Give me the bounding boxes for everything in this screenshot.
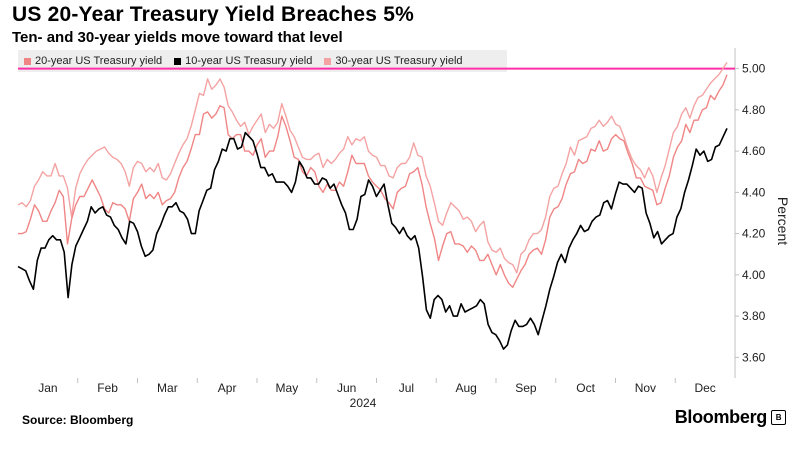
chart-subtitle: Ten- and 30-year yields move toward that… [12,29,343,46]
x-tick-label: May [276,381,299,395]
chart-title: US 20-Year Treasury Yield Breaches 5% [12,3,414,26]
y-axis-label: Percent [775,197,791,245]
x-tick-label: Jun [337,381,356,395]
series-line-twenty [18,74,728,288]
y-tick-label: 3.60 [742,350,766,364]
legend-item-10-year: 10-year US Treasury yield [174,55,312,67]
x-tick-label: Sep [515,381,537,395]
legend-label-20-year: 20-year US Treasury yield [35,55,163,67]
x-tick-label: Jan [38,381,57,395]
legend-swatch-30-year [324,57,332,65]
bloomberg-logo: Bloomberg B [675,407,786,428]
source-note: Source: Bloomberg [22,413,134,427]
legend-item-20-year: 20-year US Treasury yield [24,55,162,67]
x-tick-label: Nov [635,381,656,395]
brand-text: Bloomberg [674,407,768,427]
x-year-label: 2024 [350,396,377,410]
x-tick-label: Apr [218,381,237,395]
y-tick-label: 4.20 [742,227,766,241]
y-tick-label: 5.00 [742,62,766,76]
x-tick-label: Jul [399,381,414,395]
x-tick-label: Feb [97,381,118,395]
legend-item-30-year: 30-year US Treasury yield [324,55,463,67]
x-tick-label: Aug [455,381,476,395]
x-tick-label: Dec [694,381,715,395]
legend-swatch-20-year [24,57,31,65]
x-tick-label: Oct [576,381,595,395]
legend: 20-year US Treasury yield 10-year US Tre… [18,50,507,72]
legend-swatch-10-year [174,57,182,65]
y-tick-label: 4.60 [742,144,766,158]
legend-label-10-year: 10-year US Treasury yield [185,55,313,67]
brand-mark-icon: B [771,410,786,425]
y-tick-label: 4.40 [742,185,766,199]
y-tick-label: 4.00 [742,268,766,282]
legend-label-30-year: 30-year US Treasury yield [335,55,463,67]
x-tick-label: Mar [157,381,178,395]
series-line-thirty [17,62,728,274]
y-tick-label: 3.80 [742,309,766,323]
series-line-ten [17,128,728,350]
y-tick-label: 4.80 [742,103,766,117]
